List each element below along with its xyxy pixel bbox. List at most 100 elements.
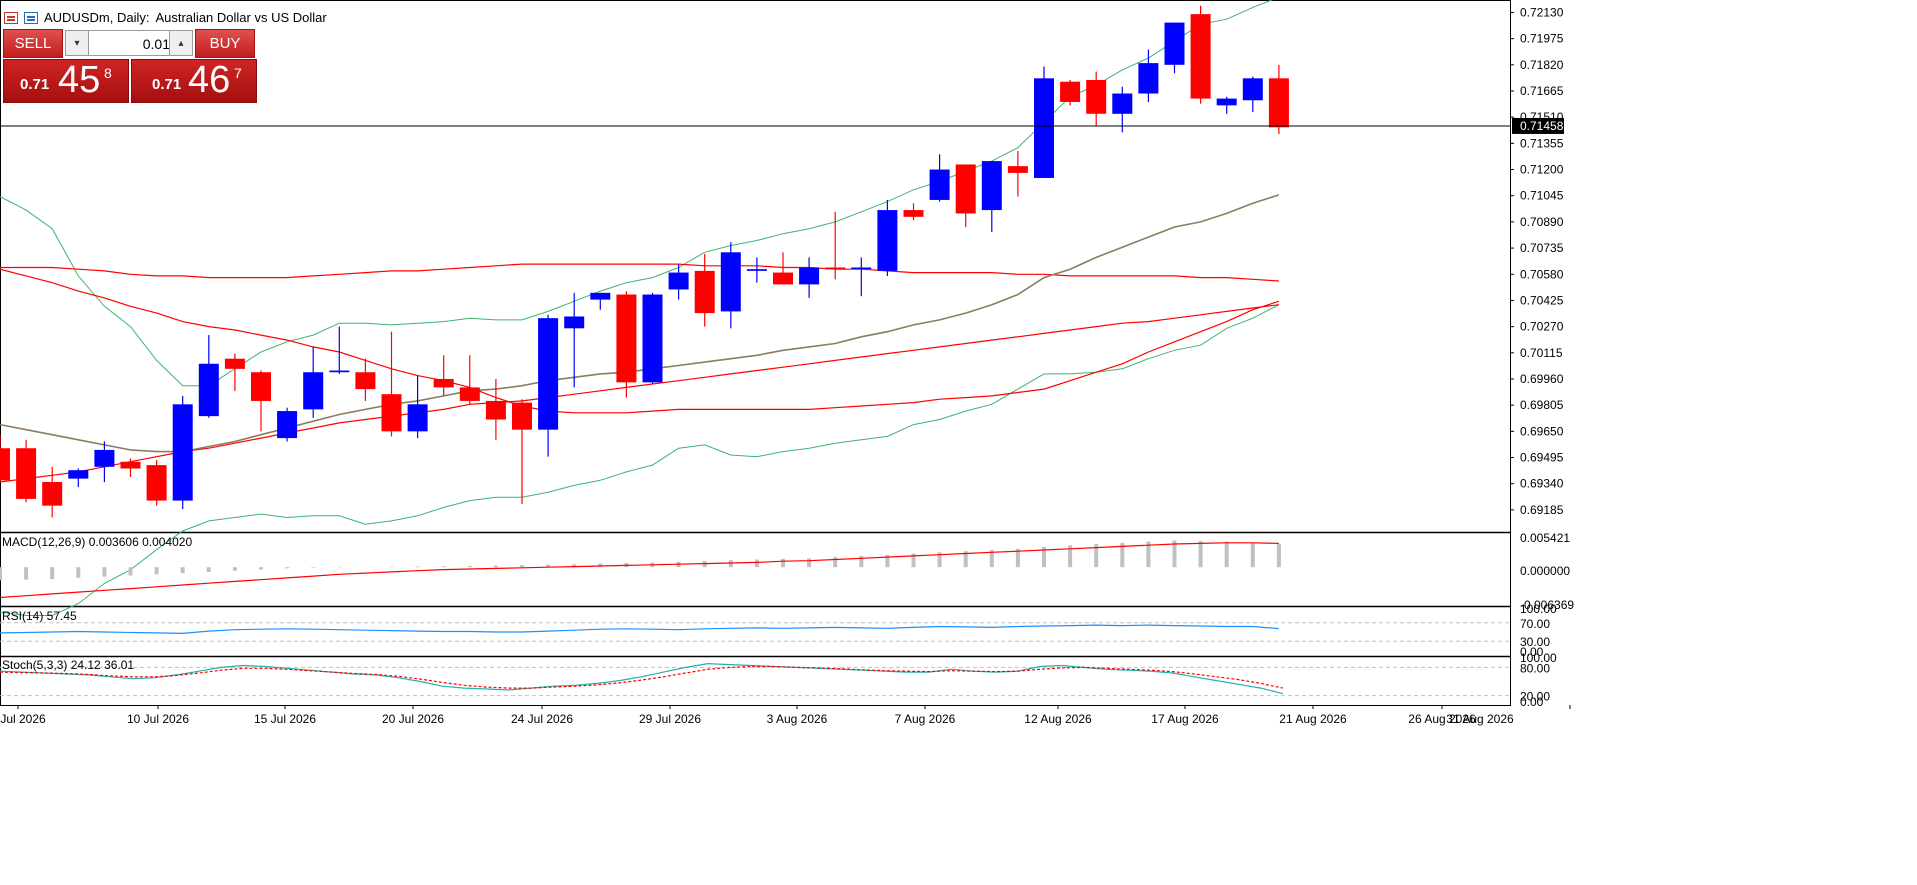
candle-body: [851, 267, 872, 269]
candle-body: [877, 210, 898, 271]
price-tick-label: 0.71200: [1520, 163, 1564, 177]
stoch-tick-label: 0.00: [1520, 695, 1544, 709]
macd-signal-line: [0, 542, 1279, 599]
candle-body: [198, 363, 219, 417]
candle-body: [773, 272, 793, 285]
candle-body: [68, 470, 89, 479]
lot-size-stepper[interactable]: ▾ ▴: [65, 30, 193, 56]
macd-title: MACD(12,26,9) 0.003606 0.004020: [2, 535, 192, 549]
candle-body: [1086, 80, 1107, 114]
candle-body: [407, 404, 428, 432]
candle-body: [799, 267, 820, 285]
buy-price-pips: 46: [188, 59, 231, 101]
chart-properties-icon[interactable]: [24, 11, 38, 24]
x-axis-label: 24 Jul 2026: [511, 712, 573, 726]
x-axis-label: 31 Aug 2026: [1446, 712, 1514, 726]
x-axis-label: 29 Jul 2026: [639, 712, 701, 726]
stoch-tick-label: 20.00: [1520, 690, 1550, 704]
one-click-trading-panel: SELL ▾ ▴ BUY 0.71 45 8 0.71 46 7: [3, 29, 257, 103]
x-axis-label: 17 Aug 2026: [1151, 712, 1219, 726]
price-tick-label: 0.69960: [1520, 372, 1564, 386]
sell-price[interactable]: 0.71 45 8: [3, 59, 129, 103]
candle-body: [459, 387, 480, 401]
candle-body: [1242, 78, 1263, 101]
candle-body: [929, 169, 950, 200]
x-axis-label: 20 Jul 2026: [382, 712, 444, 726]
symbol-description: Australian Dollar vs US Dollar: [155, 10, 327, 25]
rsi-line: [0, 624, 1279, 635]
candle-body: [616, 294, 637, 383]
rsi-tick-label: 100.00: [1520, 602, 1557, 616]
lot-decrease-button[interactable]: ▾: [66, 31, 89, 55]
candle-body: [694, 270, 715, 314]
candle-body: [590, 292, 611, 300]
stoch-main-line: [0, 662, 1284, 695]
price-tick-label: 0.70580: [1520, 267, 1564, 281]
candle-body: [1034, 78, 1054, 178]
ma-red-line-1: [0, 263, 1279, 282]
price-tick-label: 0.71665: [1520, 84, 1564, 98]
current-price-tag: [1512, 117, 1564, 134]
candle-body: [1190, 14, 1211, 99]
candle-body: [1138, 63, 1159, 94]
moving-average-line: [0, 194, 1280, 453]
price-tick-label: 0.70115: [1520, 346, 1563, 360]
price-tick-label: 0.70425: [1520, 293, 1564, 307]
candle-body: [381, 394, 402, 432]
price-tick-label: 0.69185: [1520, 503, 1564, 517]
rsi-tick-label: 30.00: [1520, 635, 1550, 649]
candle-body: [355, 372, 376, 390]
price-tick-label: 0.71045: [1520, 189, 1564, 203]
candle-body: [1216, 98, 1237, 106]
candle-body: [329, 370, 350, 373]
candle-body: [94, 449, 115, 467]
x-axis-label: 10 Jul 2026: [127, 712, 189, 726]
candle-body: [668, 272, 689, 290]
macd-tick-label: 0.000000: [1520, 564, 1570, 578]
candle-body: [224, 358, 245, 369]
candle-body: [433, 378, 454, 388]
price-tick-label: 0.71355: [1520, 136, 1564, 150]
price-tick-label: 0.69340: [1520, 477, 1564, 491]
price-tick-label: 0.71975: [1520, 32, 1564, 46]
price-tick-label: 0.70735: [1520, 241, 1564, 255]
x-axis-label: 21 Aug 2026: [1279, 712, 1347, 726]
candle-body: [251, 372, 271, 401]
sell-button[interactable]: SELL: [3, 29, 63, 58]
symbol-label: AUDUSDm, Daily:: [44, 10, 150, 25]
sell-price-prefix: 0.71: [20, 76, 50, 93]
bollinger-lower-line: [0, 304, 1280, 616]
lot-size-input[interactable]: [90, 33, 172, 55]
candle-body: [172, 404, 193, 501]
buy-button[interactable]: BUY: [195, 29, 255, 58]
candle-body: [825, 267, 846, 270]
candle-body: [538, 318, 559, 430]
price-tick-label: 0.72130: [1520, 5, 1564, 19]
candle-body: [1164, 22, 1185, 65]
x-axis-label: 7 Aug 2026: [895, 712, 956, 726]
price-tick-label: 0.69495: [1520, 451, 1564, 465]
lot-increase-button[interactable]: ▴: [169, 31, 192, 55]
candle-body: [42, 482, 63, 506]
candle-body: [16, 448, 37, 499]
price-tick-label: 0.70270: [1520, 320, 1564, 334]
chart-list-icon[interactable]: [4, 11, 18, 24]
candle-body: [1268, 78, 1289, 128]
candle-body: [1060, 81, 1081, 102]
buy-price[interactable]: 0.71 46 7: [131, 59, 257, 103]
candle-body: [0, 448, 10, 481]
candle-body: [512, 402, 532, 430]
chart-header: AUDUSDm, Daily: Australian Dollar vs US …: [4, 10, 327, 25]
candle-body: [981, 161, 1002, 211]
current-price-label: 0.71458: [1520, 119, 1564, 133]
x-axis-label: 5 Jul 2026: [0, 712, 46, 726]
rsi-title: RSI(14) 57.45: [2, 609, 77, 623]
candle-body: [746, 269, 767, 271]
candle-body: [303, 372, 324, 410]
price-tick-label: 0.70890: [1520, 215, 1564, 229]
candle-body: [485, 400, 506, 420]
ma-red-line-3: [0, 304, 1279, 483]
price-tick-label: 0.69805: [1520, 398, 1564, 412]
ma-red-line-2: [0, 268, 1280, 414]
